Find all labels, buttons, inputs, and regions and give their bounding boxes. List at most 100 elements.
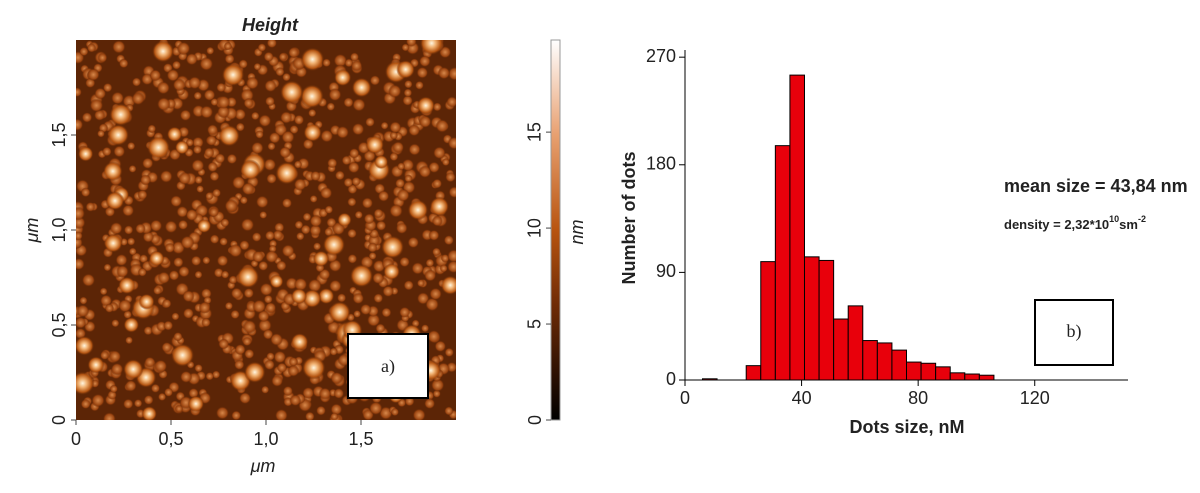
afm-grain <box>260 385 270 394</box>
afm-grain <box>216 254 229 267</box>
afm-grain <box>416 278 426 288</box>
afm-dot <box>290 288 308 305</box>
afm-dot <box>123 316 140 333</box>
afm-grain <box>302 386 315 400</box>
x-tick-label: 80 <box>908 388 928 408</box>
afm-dot <box>103 233 123 253</box>
afm-grain <box>330 403 343 416</box>
afm-grain <box>300 224 311 235</box>
afm-grain <box>382 285 395 298</box>
afm-grain <box>264 79 277 93</box>
bar <box>745 365 762 381</box>
afm-grain <box>110 362 124 376</box>
afm-grain <box>212 188 222 198</box>
afm-grain <box>392 141 405 154</box>
afm-grain <box>343 97 354 108</box>
afm-grain <box>104 303 115 313</box>
afm-grain <box>307 278 322 293</box>
afm-grain <box>110 91 125 105</box>
afm-grain <box>265 250 279 264</box>
afm-grain <box>226 153 238 165</box>
afm-grain <box>108 350 122 363</box>
annotation-box <box>347 333 429 399</box>
afm-grain <box>76 231 83 241</box>
afm-grain <box>220 270 230 279</box>
afm-grain <box>352 98 366 112</box>
afm-grain <box>380 121 389 130</box>
afm-dot <box>440 275 456 295</box>
afm-grain <box>279 111 293 124</box>
afm-dot <box>138 293 155 310</box>
chart-title: Height <box>242 15 299 35</box>
afm-grain <box>394 178 406 189</box>
afm-grain <box>258 260 269 272</box>
afm-grain <box>375 323 386 334</box>
bar <box>891 349 907 381</box>
afm-grain <box>89 98 104 113</box>
afm-grain <box>80 187 91 198</box>
y-tick-label: 0 <box>49 415 69 425</box>
panel-label: a) <box>381 356 395 377</box>
bar <box>978 374 995 381</box>
afm-grain <box>402 95 414 106</box>
afm-grain <box>347 161 360 174</box>
afm-grain <box>239 196 249 205</box>
afm-grain <box>348 148 360 159</box>
afm-dot <box>322 233 346 256</box>
afm-grain <box>243 287 255 299</box>
afm-grain <box>245 76 260 90</box>
afm-grain <box>347 197 357 207</box>
afm-grain <box>161 298 172 309</box>
y-tick-label: 1,0 <box>49 217 69 242</box>
afm-dot <box>221 63 245 87</box>
afm-grain <box>258 114 272 128</box>
afm-grain <box>381 307 392 318</box>
afm-grain <box>439 264 448 273</box>
afm-grain <box>369 75 381 86</box>
afm-grain <box>172 78 186 92</box>
afm-grain <box>263 359 275 371</box>
afm-grain <box>397 162 406 171</box>
afm-grain <box>264 302 277 314</box>
bar <box>935 366 951 381</box>
afm-grain <box>366 313 381 327</box>
afm-grain <box>128 164 137 173</box>
afm-grain <box>266 173 278 185</box>
afm-grain <box>238 59 249 69</box>
afm-grain <box>352 292 365 305</box>
afm-grain <box>133 398 143 408</box>
afm-grain <box>255 195 269 209</box>
colorbar-tick-label: 10 <box>525 218 545 238</box>
afm-grain <box>115 253 128 267</box>
afm-dot <box>109 103 133 127</box>
afm-grain <box>99 350 110 361</box>
afm-grain <box>351 176 361 187</box>
afm-grain <box>202 256 211 265</box>
afm-grain <box>408 143 421 156</box>
afm-dot <box>105 191 125 211</box>
afm-grain <box>407 236 420 249</box>
afm-grain <box>274 408 288 420</box>
afm-dot <box>351 77 372 98</box>
afm-grain <box>330 412 339 420</box>
afm-grain <box>199 105 214 119</box>
afm-grain <box>448 186 456 199</box>
afm-grain <box>156 81 170 95</box>
afm-dot <box>333 68 352 87</box>
afm-grain <box>149 69 162 82</box>
annotation-part: 10 <box>1109 214 1119 224</box>
afm-grain <box>365 117 375 128</box>
afm-grain <box>343 177 354 188</box>
afm-grain <box>185 52 198 66</box>
afm-dot <box>197 218 212 234</box>
afm-dot <box>174 140 190 155</box>
afm-grain <box>131 77 142 87</box>
afm-grain <box>125 336 134 345</box>
afm-grain <box>447 66 456 81</box>
afm-grain <box>216 105 230 119</box>
afm-grain <box>288 356 299 367</box>
afm-grain <box>235 122 245 132</box>
afm-grain <box>425 258 435 268</box>
afm-grain <box>272 229 284 241</box>
afm-grain <box>429 287 442 301</box>
